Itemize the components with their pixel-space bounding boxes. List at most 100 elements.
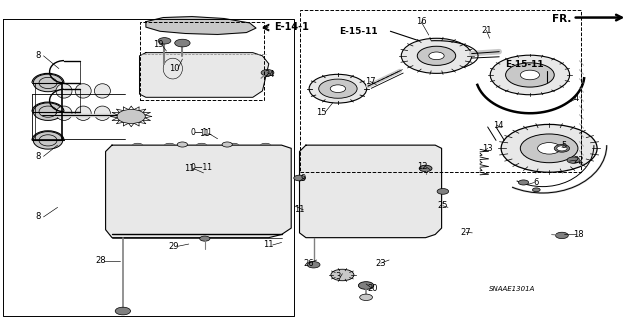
Ellipse shape — [95, 106, 111, 121]
Ellipse shape — [33, 74, 63, 92]
Circle shape — [115, 307, 131, 315]
Ellipse shape — [186, 58, 205, 79]
Text: 5: 5 — [562, 141, 567, 150]
Circle shape — [319, 79, 357, 98]
Ellipse shape — [132, 143, 143, 149]
Polygon shape — [106, 145, 291, 238]
Circle shape — [556, 232, 568, 239]
Text: SNAAE1301A: SNAAE1301A — [489, 286, 535, 292]
Text: 8: 8 — [36, 51, 41, 60]
Text: 11: 11 — [264, 241, 274, 249]
Circle shape — [419, 165, 432, 172]
Circle shape — [309, 74, 367, 103]
Ellipse shape — [147, 182, 166, 197]
Circle shape — [554, 145, 570, 152]
Circle shape — [567, 157, 580, 163]
Text: 19: 19 — [154, 40, 164, 48]
Text: 8: 8 — [36, 152, 41, 161]
Bar — [300, 10, 581, 172]
Circle shape — [429, 52, 444, 60]
Text: 11: 11 — [294, 205, 305, 214]
Polygon shape — [140, 53, 269, 97]
Text: 16: 16 — [416, 17, 426, 26]
Text: 18: 18 — [573, 230, 584, 239]
Ellipse shape — [33, 131, 63, 149]
Text: FR.: FR. — [552, 14, 572, 24]
Text: 13: 13 — [483, 144, 493, 153]
Ellipse shape — [326, 173, 365, 204]
Text: 12: 12 — [417, 162, 428, 171]
Text: 14: 14 — [493, 121, 503, 130]
Ellipse shape — [228, 143, 239, 149]
Bar — [140, 22, 264, 100]
Text: 4: 4 — [573, 94, 579, 103]
Circle shape — [520, 134, 578, 163]
Ellipse shape — [196, 143, 207, 149]
Circle shape — [532, 188, 540, 192]
Ellipse shape — [138, 175, 176, 204]
Text: 17: 17 — [365, 77, 375, 86]
Text: 28: 28 — [96, 256, 106, 265]
Text: 3: 3 — [335, 272, 340, 281]
Text: 23: 23 — [376, 259, 386, 268]
Ellipse shape — [95, 84, 111, 98]
Circle shape — [294, 175, 305, 181]
Text: 10: 10 — [169, 64, 179, 73]
Circle shape — [518, 180, 529, 185]
Text: 24: 24 — [265, 70, 275, 78]
Circle shape — [117, 109, 145, 123]
Circle shape — [490, 55, 570, 95]
Circle shape — [360, 294, 372, 300]
Circle shape — [557, 146, 567, 151]
Ellipse shape — [260, 143, 271, 149]
Ellipse shape — [202, 182, 221, 197]
Ellipse shape — [56, 106, 72, 121]
Circle shape — [177, 142, 188, 147]
Circle shape — [331, 269, 354, 281]
Circle shape — [437, 189, 449, 194]
Circle shape — [417, 46, 456, 65]
Ellipse shape — [56, 84, 72, 98]
Text: 0—11: 0—11 — [191, 128, 212, 137]
Text: 15: 15 — [316, 108, 326, 117]
Ellipse shape — [230, 58, 250, 79]
Circle shape — [538, 143, 561, 154]
Circle shape — [506, 63, 554, 87]
Circle shape — [330, 85, 346, 93]
Text: 20: 20 — [367, 284, 378, 293]
Ellipse shape — [388, 181, 406, 195]
Text: 26: 26 — [303, 259, 314, 268]
Text: 11: 11 — [200, 129, 210, 138]
Circle shape — [175, 39, 190, 47]
Text: 25: 25 — [438, 201, 448, 210]
Circle shape — [261, 70, 274, 76]
Text: 29: 29 — [169, 242, 179, 251]
Ellipse shape — [163, 58, 182, 79]
Text: 9: 9 — [301, 174, 306, 182]
Circle shape — [307, 262, 320, 268]
Circle shape — [520, 70, 540, 80]
Polygon shape — [300, 145, 442, 238]
Circle shape — [501, 124, 597, 172]
Circle shape — [200, 236, 210, 241]
Text: 8: 8 — [36, 212, 41, 221]
Text: 27: 27 — [461, 228, 471, 237]
Ellipse shape — [379, 174, 415, 203]
Text: 6: 6 — [534, 178, 539, 187]
Ellipse shape — [186, 21, 211, 30]
Circle shape — [358, 282, 374, 289]
Text: 0—11: 0—11 — [191, 163, 212, 172]
Ellipse shape — [192, 175, 230, 204]
Circle shape — [401, 38, 472, 73]
Ellipse shape — [164, 143, 175, 149]
Text: 21: 21 — [481, 26, 492, 35]
Ellipse shape — [76, 106, 92, 121]
Ellipse shape — [208, 58, 227, 79]
Text: E-15-11: E-15-11 — [339, 27, 378, 36]
Text: 22: 22 — [573, 156, 584, 165]
Ellipse shape — [336, 181, 355, 196]
Polygon shape — [146, 17, 256, 34]
Ellipse shape — [33, 103, 63, 121]
Circle shape — [158, 38, 171, 44]
Text: 11: 11 — [184, 164, 195, 173]
